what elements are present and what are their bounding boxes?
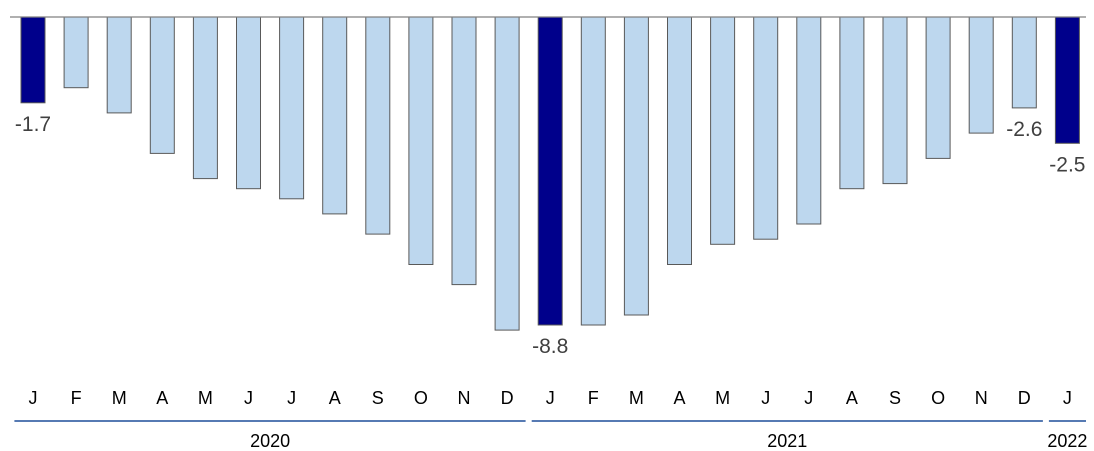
- bar-12: [494, 16, 520, 331]
- x-tick-label-1: J: [29, 388, 38, 408]
- bar-20: [839, 16, 865, 190]
- bar-8: [322, 16, 348, 215]
- data-label-1: -1.7: [15, 113, 51, 136]
- x-tick-label-9: S: [372, 388, 384, 408]
- year-label-2022: 2022: [1047, 431, 1087, 451]
- bar-4: [149, 16, 175, 154]
- x-tick-label-21: S: [889, 388, 901, 408]
- bar-19: [796, 16, 822, 225]
- year-label-2021: 2021: [767, 431, 807, 451]
- x-tick-label-14: F: [588, 388, 599, 408]
- data-label-24: -2.6: [1006, 118, 1042, 141]
- bar-16: [667, 16, 692, 265]
- x-tick-label-13: J: [546, 388, 555, 408]
- bar-2: [63, 16, 89, 89]
- x-tick-label-3: M: [112, 388, 127, 408]
- bar-3: [106, 16, 132, 114]
- x-tick-label-7: J: [287, 388, 296, 408]
- x-tick-label-17: M: [715, 388, 730, 408]
- x-tick-label-8: A: [329, 388, 341, 408]
- bars-group: [20, 16, 1080, 331]
- data-labels-group: -1.7 -8.8 -2.6 -2.5: [15, 113, 1086, 358]
- bar-18: [753, 16, 779, 240]
- bar-11: [451, 16, 477, 286]
- bar-25: [1054, 16, 1080, 144]
- bar-10: [408, 16, 434, 265]
- data-label-13: -8.8: [532, 335, 568, 358]
- x-tick-label-11: N: [458, 388, 471, 408]
- bar-6: [236, 16, 261, 190]
- bar-23: [968, 16, 994, 134]
- bar-15: [623, 16, 649, 316]
- bar-24: [1011, 16, 1037, 109]
- bar-7: [279, 16, 305, 200]
- x-tick-label-22: O: [931, 388, 945, 408]
- data-label-25: -2.5: [1049, 153, 1085, 176]
- x-tick-label-24: D: [1018, 388, 1031, 408]
- x-tick-label-20: A: [846, 388, 858, 408]
- x-tick-label-19: J: [804, 388, 813, 408]
- year-label-2020: 2020: [250, 431, 290, 451]
- bar-5: [192, 16, 218, 180]
- x-tick-label-6: J: [244, 388, 253, 408]
- x-tick-label-18: J: [761, 388, 770, 408]
- bar-13: [537, 16, 563, 326]
- bar-17: [710, 16, 736, 245]
- x-tick-label-5: M: [198, 388, 213, 408]
- x-tick-label-10: O: [414, 388, 428, 408]
- bar-22: [925, 16, 951, 159]
- bar-21: [882, 16, 908, 185]
- bar-9: [365, 16, 391, 235]
- x-tick-label-4: A: [156, 388, 168, 408]
- x-tick-label-12: D: [501, 388, 514, 408]
- x-tick-label-15: M: [629, 388, 644, 408]
- year-groups: 2020 2021 2022: [14, 420, 1087, 451]
- x-tick-label-2: F: [71, 388, 82, 408]
- bar-1: [20, 16, 46, 104]
- x-tick-label-23: N: [975, 388, 988, 408]
- bar-14: [580, 16, 606, 326]
- x-tick-label-25: J: [1063, 388, 1072, 408]
- x-tick-label-16: A: [673, 388, 685, 408]
